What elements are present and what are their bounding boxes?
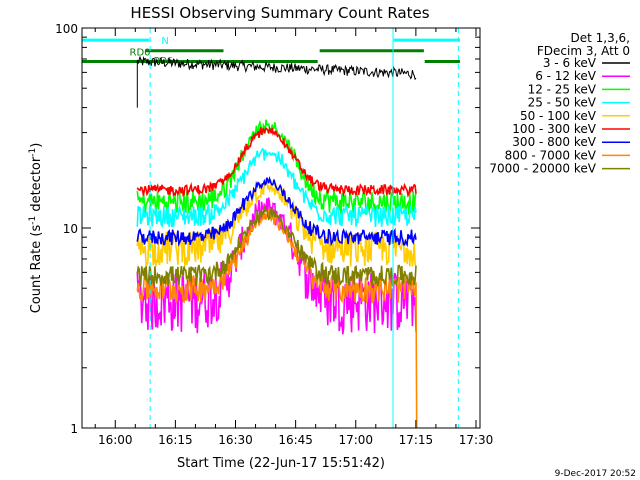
legend-label-4: 50 - 100 keV <box>520 109 597 123</box>
axes: 16:00 16:15 16:30 16:45 17:00 17:15 17:30 1 10 10… <box>55 22 493 447</box>
y-axis-label-sup2: -1 <box>28 148 38 157</box>
x-tick-label-4: 17:00 <box>338 433 373 447</box>
legend-label-0: 3 - 6 keV <box>543 56 597 70</box>
y-axis-label: Count Rate (s-1 detector-1) <box>28 143 44 314</box>
x-tick-label-3: 16:45 <box>278 433 313 447</box>
series-line-1 <box>136 197 417 335</box>
legend-header-line-1: Det 1,3,6, <box>571 31 631 45</box>
orbit-markers <box>149 28 459 428</box>
y-axis-label-main: Count Rate (s <box>29 225 44 314</box>
series-line-7 <box>136 209 418 429</box>
series-line-2 <box>136 119 417 216</box>
y-tick-label-2: 100 <box>55 22 78 36</box>
y-tick-label-0: 1 <box>70 422 78 436</box>
x-tick-label-5: 17:15 <box>399 433 434 447</box>
legend-label-7: 800 - 7000 keV <box>505 148 597 162</box>
series-line-5 <box>136 125 417 198</box>
series-line-0 <box>136 56 417 108</box>
y-tick-label-1: 10 <box>63 222 78 236</box>
legend-header-line-2: FDecim 3, Att 0 <box>537 44 630 58</box>
y-axis-label-sup: -1 <box>28 216 38 225</box>
annotation-rd0: RD0 <box>130 48 151 59</box>
x-tick-label-6: 17:30 <box>459 433 494 447</box>
x-tick-label-0: 16:00 <box>98 433 133 447</box>
legend-label-3: 25 - 50 keV <box>528 96 597 110</box>
legend-label-1: 6 - 12 keV <box>535 69 597 83</box>
x-axis-label: Start Time (22-Jun-17 15:51:42) <box>177 456 385 471</box>
legend-label-8: 7000 - 20000 keV <box>489 162 596 176</box>
legend-label-2: 12 - 25 keV <box>528 82 597 96</box>
legend-label-6: 300 - 800 keV <box>512 135 596 149</box>
legend-label-5: 100 - 300 keV <box>512 122 596 136</box>
series-lines <box>136 56 418 429</box>
y-axis-label-tail: detector <box>29 156 44 216</box>
series-line-6 <box>136 175 417 248</box>
date-stamp: 9-Dec-2017 20:52 <box>555 469 636 479</box>
x-tick-label-2: 16:30 <box>218 433 253 447</box>
x-tick-label-1: 16:15 <box>158 433 193 447</box>
series-line-8 <box>136 205 417 287</box>
series-line-3 <box>136 147 417 229</box>
chart-title: HESSI Observing Summary Count Rates <box>130 4 429 22</box>
annotation-n: N <box>161 36 168 47</box>
y-axis-label-close: ) <box>29 143 44 148</box>
